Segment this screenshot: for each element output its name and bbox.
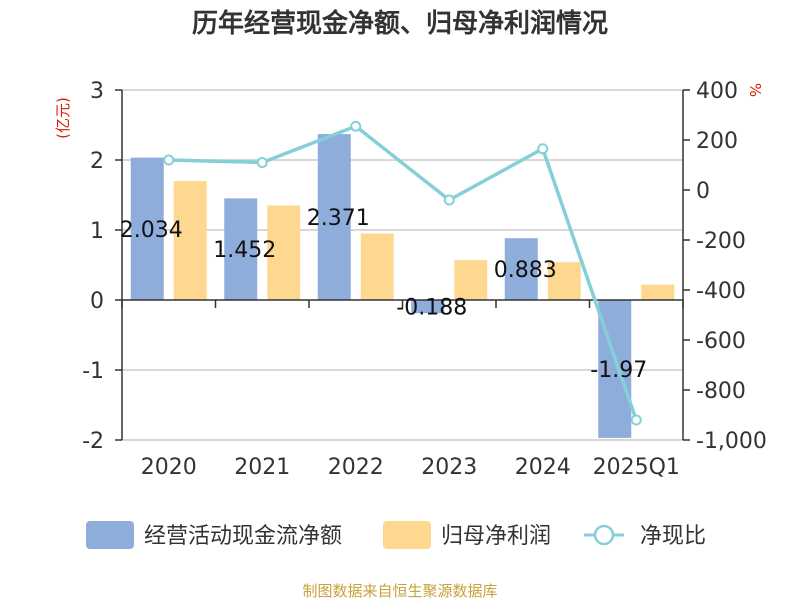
- legend-label-ratio: 净现比: [640, 524, 706, 549]
- bar-netprofit: [547, 262, 581, 300]
- right-axis-tick-label: -800: [696, 379, 746, 404]
- legend-swatch-cashflow: [86, 521, 134, 549]
- bar-netprofit: [173, 181, 207, 300]
- ratio-point: [630, 414, 642, 426]
- ratio-point: [350, 120, 362, 132]
- left-axis-unit: (亿元): [54, 97, 72, 139]
- right-axis-tick-label: -400: [696, 279, 746, 304]
- axes: -2 -1 0 1 2 3 -1,000 -800 -600 -400 -200 0 200 400 202…: [82, 79, 767, 480]
- chart-title: 历年经营现金净额、归母净利润情况: [192, 8, 608, 39]
- data-label-cashflow: -0.188: [396, 296, 467, 321]
- right-axis-tick-label: 400: [696, 79, 738, 104]
- right-axis-tick-label: 200: [696, 129, 738, 154]
- data-label-cashflow: -1.97: [590, 358, 647, 383]
- bar-netprofit: [641, 284, 675, 300]
- ratio-line-path: [168, 124, 638, 421]
- bar-cashflow: [411, 300, 445, 314]
- left-axis-tick-label: 0: [90, 289, 104, 314]
- right-axis-unit: %: [746, 83, 764, 97]
- x-axis-tick-label: 2023: [421, 455, 477, 480]
- ratio-line: [163, 120, 642, 426]
- legend-label-netprofit: 归母净利润: [441, 524, 551, 549]
- x-axis-tick-label: 2025Q1: [593, 455, 680, 480]
- left-axis-tick-label: -1: [82, 359, 104, 384]
- data-label-cashflow: 0.883: [494, 258, 557, 283]
- source-note: 制图数据来自恒生聚源数据库: [302, 582, 497, 600]
- right-axis-tick-label: -200: [696, 229, 746, 254]
- left-axis-tick-label: 2: [90, 149, 104, 174]
- data-labels: 2.034 1.452 2.371 -0.188 0.883 -1.97: [120, 206, 647, 383]
- legend: 经营活动现金流净额 归母净利润 净现比: [86, 521, 706, 549]
- left-axis-tick-label: 3: [90, 79, 104, 104]
- right-axis-tick-label: 0: [696, 179, 710, 204]
- legend-label-cashflow: 经营活动现金流净额: [144, 524, 342, 549]
- x-axis-tick-label: 2021: [234, 455, 290, 480]
- bar-cashflow: [504, 238, 538, 300]
- bar-netprofit: [454, 260, 488, 300]
- ratio-point: [443, 194, 455, 206]
- bar-group: [130, 134, 675, 438]
- x-axis-tick-label: 2022: [328, 455, 384, 480]
- bar-netprofit: [267, 205, 301, 300]
- bar-netprofit: [360, 233, 394, 300]
- data-label-cashflow: 2.371: [307, 206, 370, 231]
- x-axis-tick-label: 2024: [515, 455, 571, 480]
- data-label-cashflow: 2.034: [120, 218, 183, 243]
- right-axis-tick-label: -1,000: [696, 429, 767, 454]
- data-label-cashflow: 1.452: [213, 238, 276, 263]
- ratio-point: [163, 154, 175, 166]
- ratio-point: [537, 143, 549, 155]
- left-axis-tick-label: -2: [82, 429, 104, 454]
- legend-marker-ratio: [593, 524, 615, 546]
- left-axis-tick-label: 1: [90, 219, 104, 244]
- ratio-point: [256, 157, 268, 168]
- legend-swatch-netprofit: [383, 521, 431, 549]
- bar-cashflow: [317, 134, 351, 300]
- right-axis-tick-label: -600: [696, 329, 746, 354]
- x-axis-tick-label: 2020: [141, 455, 197, 480]
- bar-cashflow: [224, 198, 258, 300]
- bar-cashflow: [130, 157, 164, 300]
